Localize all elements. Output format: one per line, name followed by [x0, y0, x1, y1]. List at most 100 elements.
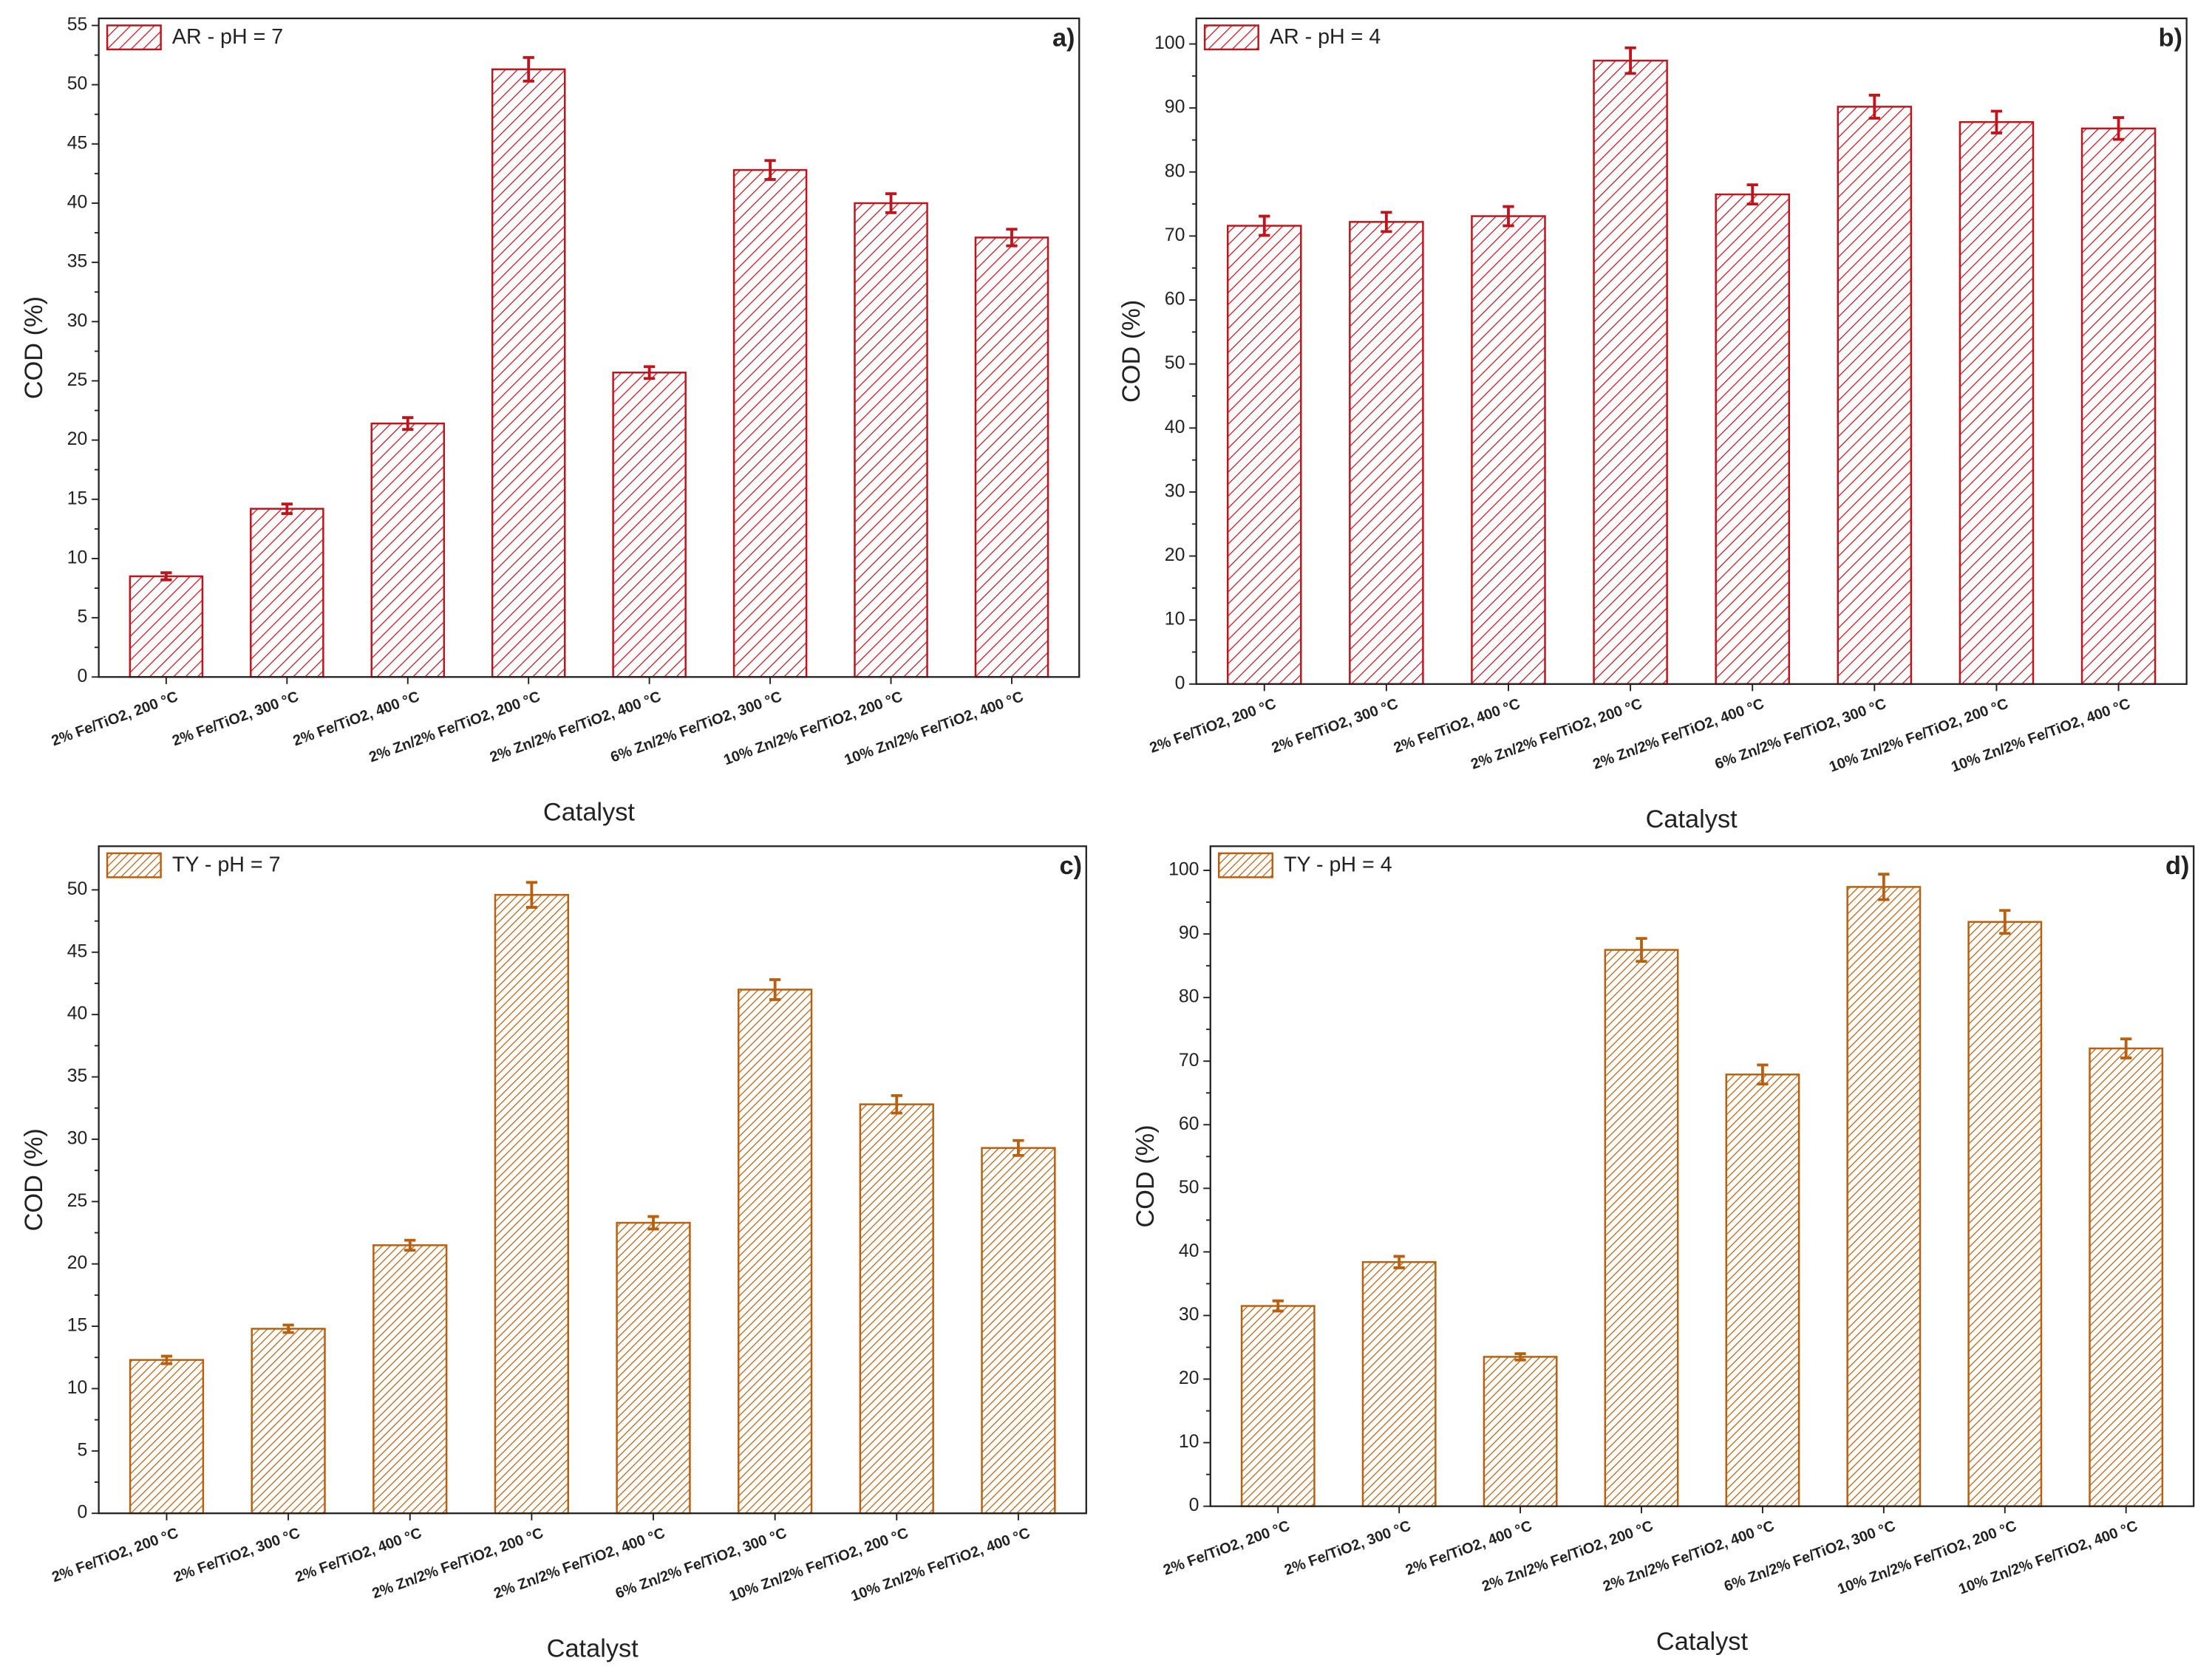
- error-bar: [1393, 1255, 1405, 1269]
- bar: [1593, 59, 1668, 686]
- x-axis-title: Catalyst: [547, 1634, 639, 1662]
- legend-swatch: [1203, 24, 1259, 51]
- x-tick-label: 2% Fe/TiO2, 300 °C: [171, 1525, 302, 1586]
- panel-label: d): [2165, 852, 2189, 880]
- error-bar: [160, 1354, 173, 1365]
- y-tick-label: 80: [1165, 161, 1185, 181]
- bar: [129, 575, 204, 678]
- y-tick-label: 0: [78, 666, 88, 686]
- y-tick-label: 10: [67, 548, 88, 568]
- y-tick-label: 50: [67, 879, 88, 899]
- y-tick-label: 60: [1179, 1114, 1199, 1134]
- y-tick-label: 5: [78, 607, 88, 627]
- error-bar: [885, 192, 897, 214]
- legend-swatch: [106, 852, 162, 878]
- error-bar: [1624, 46, 1636, 75]
- chart-panel: 0 5 10 15 20 25 30 35 40 45 50 55 COD (%) Catalyst a) A…: [20, 15, 1081, 827]
- y-tick-label: 40: [1179, 1241, 1199, 1261]
- y-tick-label: 55: [67, 15, 88, 35]
- y-tick-label: 40: [67, 193, 88, 213]
- y-tick-label: 20: [67, 429, 88, 449]
- y-tick-label: 30: [67, 311, 88, 331]
- error-bar: [1990, 109, 2003, 134]
- error-bar: [1746, 183, 1758, 206]
- y-tick-label: 10: [1179, 1432, 1199, 1452]
- y-tick-label: 20: [67, 1253, 88, 1273]
- y-tick-label: 60: [1165, 290, 1185, 310]
- legend-swatch: [106, 24, 162, 51]
- bar: [2089, 1047, 2164, 1507]
- x-tick-label: 2% Fe/TiO2, 300 °C: [1270, 696, 1401, 757]
- bar: [854, 202, 928, 678]
- legend-label: AR - pH = 4: [1270, 25, 1381, 49]
- y-tick-label: 20: [1179, 1368, 1199, 1388]
- bar: [1837, 106, 1913, 686]
- legend-label: AR - pH = 7: [172, 25, 283, 49]
- bar: [1959, 120, 2035, 686]
- y-tick-label: 15: [67, 488, 88, 508]
- error-bar: [282, 1323, 294, 1334]
- y-tick-label: 90: [1165, 98, 1185, 117]
- y-tick-label: 0: [1175, 673, 1185, 693]
- y-tick-label: 30: [67, 1128, 88, 1148]
- bar: [616, 1221, 691, 1515]
- panel-label: a): [1052, 24, 1075, 52]
- chart-panel: 0 5 10 15 20 25 30 35 40 45 50 COD (%) Catalyst c) TY …: [20, 845, 1087, 1662]
- bar: [1361, 1260, 1437, 1507]
- panel-label: c): [1060, 852, 1083, 880]
- bar: [1967, 921, 2043, 1507]
- error-bar: [1514, 1352, 1526, 1362]
- bar: [1604, 949, 1679, 1507]
- bar: [1725, 1074, 1800, 1507]
- y-tick-label: 40: [67, 1004, 88, 1024]
- y-tick-label: 25: [67, 1191, 88, 1211]
- bar: [250, 508, 324, 678]
- y-tick-label: 50: [1165, 353, 1185, 373]
- plot-frame: [98, 845, 1087, 1515]
- error-bar: [1636, 937, 1647, 963]
- bar: [251, 1328, 326, 1515]
- x-tick-label: 2% Fe/TiO2, 200 °C: [50, 1525, 180, 1586]
- bar: [491, 68, 566, 678]
- error-bar: [402, 416, 414, 431]
- x-tick-label: 2% Fe/TiO2, 300 °C: [1282, 1518, 1413, 1578]
- y-tick-label: 25: [67, 370, 88, 390]
- y-axis-title: COD (%): [20, 1128, 48, 1231]
- bar: [1483, 1356, 1558, 1507]
- y-tick-label: 30: [1165, 481, 1185, 501]
- bar: [974, 236, 1049, 678]
- y-tick-label: 5: [78, 1440, 88, 1460]
- legend-label: TY - pH = 4: [1284, 853, 1392, 877]
- y-tick-label: 0: [1189, 1495, 1199, 1515]
- bar: [370, 422, 446, 678]
- bar: [494, 893, 570, 1515]
- bar: [1240, 1305, 1316, 1507]
- bar: [129, 1359, 205, 1515]
- bar: [1349, 221, 1424, 686]
- bar: [732, 168, 808, 678]
- y-axis-title: COD (%): [1131, 1125, 1160, 1227]
- bar: [372, 1244, 448, 1515]
- error-bar: [1013, 1139, 1024, 1157]
- y-tick-label: 15: [67, 1316, 88, 1336]
- y-tick-label: 70: [1165, 225, 1185, 245]
- error-bar: [647, 1215, 659, 1231]
- x-axis-title: Catalyst: [543, 799, 636, 827]
- error-bar: [523, 55, 534, 83]
- error-bar: [644, 365, 656, 381]
- error-bar: [2120, 1037, 2132, 1059]
- y-tick-label: 100: [1154, 33, 1185, 53]
- y-tick-label: 40: [1165, 417, 1185, 437]
- plot-frame: [98, 17, 1081, 678]
- y-tick-label: 45: [67, 941, 88, 961]
- error-bar: [404, 1238, 416, 1252]
- error-bar: [1878, 873, 1890, 901]
- error-bar: [281, 502, 293, 515]
- plot-frame: [1195, 17, 2188, 685]
- error-bar: [1006, 228, 1018, 248]
- error-bar: [160, 571, 172, 581]
- error-bar: [1757, 1063, 1769, 1086]
- y-tick-label: 30: [1179, 1305, 1199, 1325]
